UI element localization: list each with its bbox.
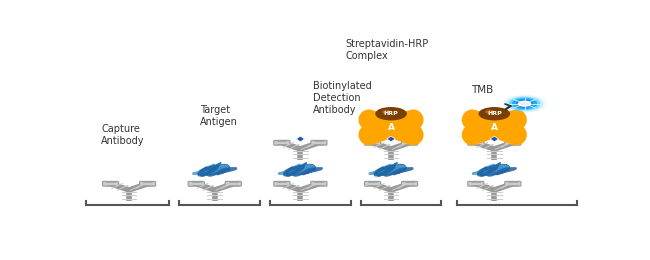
Text: A: A — [491, 123, 498, 132]
Circle shape — [380, 109, 402, 118]
FancyBboxPatch shape — [505, 181, 521, 186]
Circle shape — [486, 110, 493, 113]
Text: Detection: Detection — [313, 93, 361, 103]
Text: Antigen: Antigen — [200, 117, 237, 127]
FancyBboxPatch shape — [140, 181, 156, 186]
FancyBboxPatch shape — [311, 140, 327, 145]
Circle shape — [479, 108, 510, 120]
Text: HRP: HRP — [384, 111, 398, 116]
FancyBboxPatch shape — [505, 140, 521, 145]
FancyBboxPatch shape — [365, 181, 381, 186]
FancyBboxPatch shape — [402, 181, 418, 186]
FancyBboxPatch shape — [225, 181, 241, 186]
FancyBboxPatch shape — [365, 140, 381, 145]
FancyBboxPatch shape — [103, 181, 119, 186]
FancyBboxPatch shape — [468, 140, 484, 145]
Circle shape — [517, 101, 532, 107]
Polygon shape — [296, 136, 305, 142]
Text: HRP: HRP — [487, 111, 502, 116]
Circle shape — [484, 109, 505, 118]
FancyBboxPatch shape — [188, 181, 204, 186]
Circle shape — [503, 95, 546, 112]
Text: Antibody: Antibody — [313, 105, 356, 115]
Circle shape — [383, 110, 390, 113]
FancyBboxPatch shape — [468, 181, 484, 186]
Text: Complex: Complex — [346, 51, 389, 61]
Text: Antibody: Antibody — [101, 136, 145, 146]
Circle shape — [510, 98, 540, 110]
Text: TMB: TMB — [471, 85, 493, 95]
FancyBboxPatch shape — [274, 140, 290, 145]
Text: Streptavidin-HRP: Streptavidin-HRP — [346, 39, 429, 49]
Text: A: A — [387, 123, 395, 132]
Circle shape — [519, 101, 530, 106]
FancyBboxPatch shape — [402, 140, 418, 145]
Polygon shape — [387, 136, 395, 142]
Polygon shape — [490, 136, 499, 142]
FancyBboxPatch shape — [311, 181, 327, 186]
Circle shape — [376, 108, 406, 120]
Text: Biotinylated: Biotinylated — [313, 81, 372, 91]
Text: Target: Target — [200, 105, 229, 115]
Text: Capture: Capture — [101, 124, 140, 134]
FancyBboxPatch shape — [274, 181, 290, 186]
Circle shape — [506, 96, 543, 111]
Circle shape — [512, 99, 537, 108]
